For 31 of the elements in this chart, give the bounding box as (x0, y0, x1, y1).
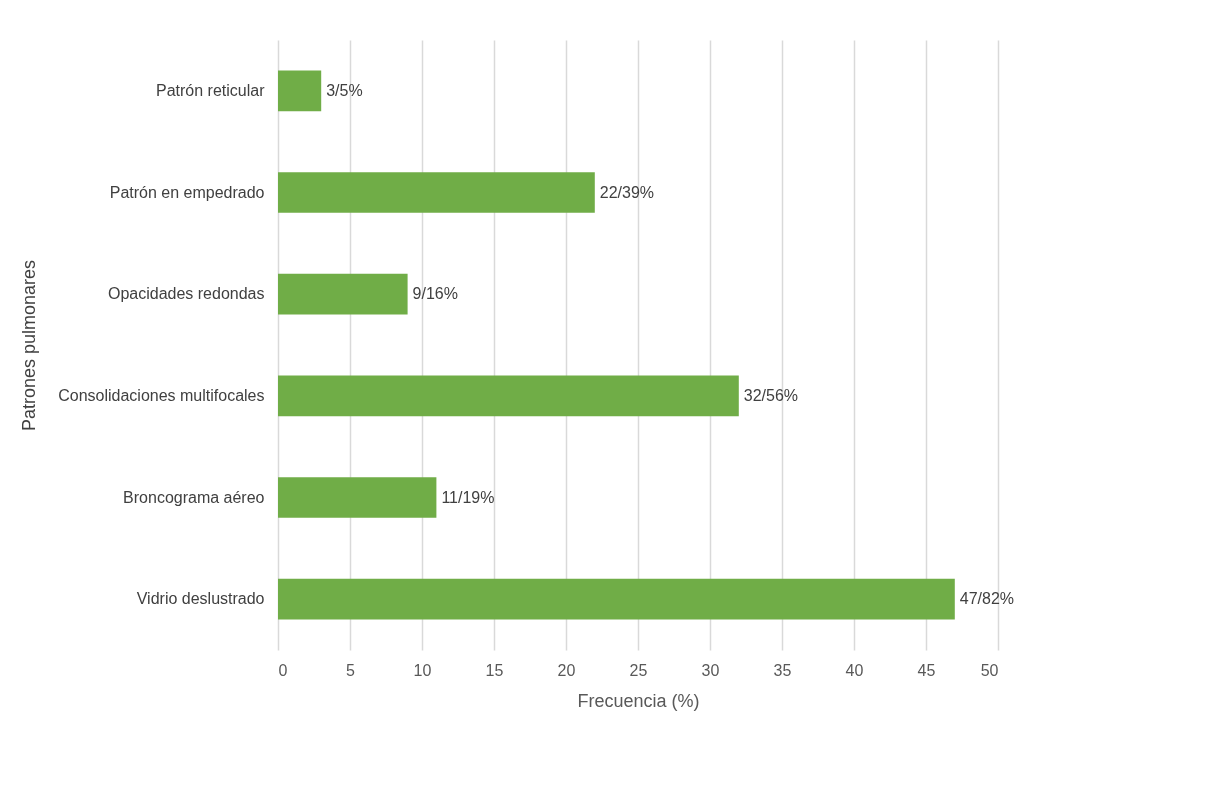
bar (278, 477, 437, 518)
data-label: 11/19% (441, 488, 495, 506)
x-tick-label: 10 (413, 661, 432, 679)
x-tick-label: 15 (485, 661, 504, 679)
y-tick-label: Broncograma aéreo (123, 488, 265, 506)
bar (278, 578, 955, 620)
y-tick-label: Patrón reticular (156, 81, 266, 99)
x-tick-label: 0 (278, 661, 288, 679)
bar (278, 273, 408, 315)
y-tick-label: Opacidades redondas (107, 285, 265, 303)
data-label: 9/16% (412, 285, 458, 303)
data-label: 3/5% (326, 81, 363, 99)
x-tick-label: 30 (701, 661, 720, 679)
y-axis-title: Patrones pulmonares (18, 259, 39, 432)
y-tick-label: Consolidaciones multifocales (58, 386, 265, 404)
data-label: 47/82% (959, 590, 1015, 608)
x-tick-label: 20 (557, 661, 576, 679)
x-axis-title: Frecuencia (%) (577, 690, 700, 711)
data-label: 32/56% (743, 386, 799, 404)
x-tick-label: 25 (629, 661, 648, 679)
bar (278, 70, 322, 112)
x-tick-label: 45 (917, 661, 936, 679)
bar (278, 172, 595, 213)
bar (278, 375, 739, 417)
y-tick-label: Patrón en empedrado (109, 183, 265, 201)
x-tick-label: 40 (845, 661, 864, 679)
data-label: 22/39% (599, 183, 655, 201)
x-tick-label: 5 (346, 661, 356, 679)
y-tick-label: Vidrio deslustrado (136, 590, 265, 608)
x-tick-label: 50 (980, 661, 999, 679)
x-tick-label: 35 (773, 661, 792, 679)
